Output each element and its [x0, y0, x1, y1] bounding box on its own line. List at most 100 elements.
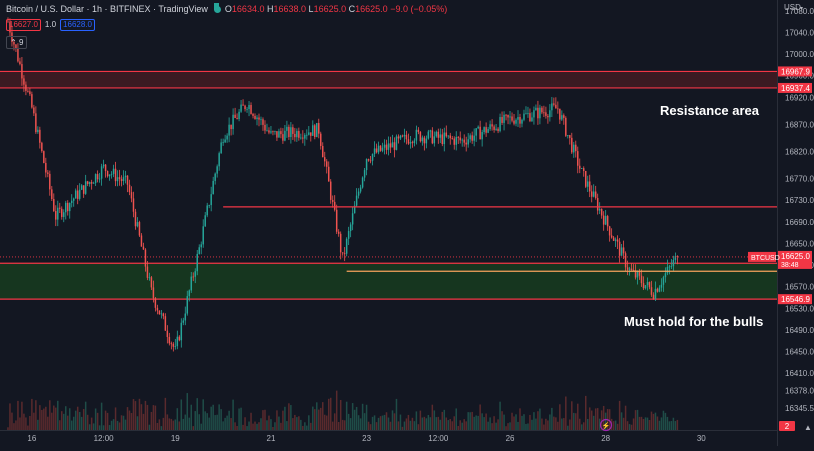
volume-bar	[447, 420, 450, 430]
volume-bar	[543, 424, 545, 430]
candle-body	[90, 182, 93, 184]
candle-body	[664, 273, 667, 278]
volume-bar	[634, 410, 637, 430]
volume-bar	[501, 411, 503, 430]
volume-bar	[638, 416, 641, 430]
candle-body	[632, 269, 635, 271]
candle-body	[369, 160, 372, 162]
currency-label[interactable]: USD	[784, 3, 801, 12]
candle-body	[11, 32, 13, 42]
volume-bar	[670, 421, 673, 430]
volume-bar	[92, 423, 95, 430]
volume-bar	[435, 417, 438, 430]
volume-bar	[403, 421, 406, 430]
candle-body	[630, 268, 633, 270]
volume-bar	[206, 413, 208, 430]
volume-bar	[517, 421, 519, 430]
candle-body	[511, 116, 513, 121]
candle-body	[144, 249, 147, 267]
ask-button[interactable]: 16628.0	[60, 19, 95, 31]
candle-body	[320, 133, 322, 146]
price-label: 16967.9	[781, 67, 810, 76]
volume-bar	[527, 423, 529, 430]
volume-bar	[521, 415, 523, 430]
candle-body	[92, 182, 95, 184]
volume-bar	[487, 421, 489, 430]
x-tick-label: 12:00	[94, 434, 115, 443]
candle-body	[124, 175, 127, 178]
candle-body	[674, 256, 677, 260]
volume-bar	[620, 412, 623, 430]
candle-body	[614, 239, 617, 241]
candle-body	[367, 159, 370, 161]
candle-body	[180, 322, 183, 341]
volume-bar	[49, 400, 51, 430]
alert-badge[interactable]	[779, 421, 795, 431]
volume-bar	[630, 424, 633, 430]
volume-bar	[102, 425, 105, 430]
candle-body	[425, 138, 428, 144]
bid-button[interactable]: 16627.0	[6, 19, 41, 31]
candle-body	[337, 231, 340, 234]
volume-bar	[234, 422, 236, 430]
volume-bar	[399, 414, 402, 430]
candle-body	[407, 139, 410, 144]
candle-body	[582, 168, 585, 171]
candle-body	[206, 205, 208, 216]
candle-body	[333, 201, 336, 210]
volume-bar	[668, 421, 671, 430]
candle-body	[393, 142, 396, 150]
candle-body	[214, 173, 216, 181]
volume-bar	[196, 398, 198, 430]
volume-bar	[120, 415, 123, 430]
candle-body	[666, 266, 669, 274]
symbol-title[interactable]: Bitcoin / U.S. Dollar · 1h · BITFINEX · …	[6, 4, 208, 14]
candle-body	[112, 168, 115, 174]
volume-bar	[290, 405, 292, 430]
currency-dropdown-icon[interactable]: ▾	[800, 6, 803, 12]
candle-body	[588, 181, 591, 192]
y-tick-label: 16690.0	[785, 218, 814, 227]
volume-bar	[31, 398, 33, 430]
candle-body	[230, 124, 232, 130]
x-tick-label: 30	[697, 434, 706, 443]
auto-scale-icon[interactable]: ▲	[804, 423, 812, 432]
volume-bar	[96, 412, 99, 430]
candle-body	[600, 208, 603, 216]
candle-body	[327, 166, 330, 182]
candle-body	[204, 215, 206, 227]
volume-bar	[565, 396, 567, 430]
volume-bar	[248, 421, 250, 430]
candle-body	[413, 140, 416, 144]
volume-bar	[419, 410, 422, 430]
flag-icon[interactable]	[214, 3, 219, 10]
candle-body	[53, 199, 55, 212]
chevron-up-icon: ⌃	[10, 38, 17, 47]
volume-bar	[310, 422, 312, 430]
candle-body	[553, 103, 555, 105]
volume-bar	[545, 418, 547, 430]
candle-body	[543, 112, 545, 114]
indicators-toggle-button[interactable]: ⌃ 9	[6, 36, 28, 49]
candle-body	[94, 174, 97, 183]
candle-body	[308, 132, 310, 135]
candle-body	[300, 137, 302, 139]
order-size[interactable]: 1.0	[44, 20, 57, 29]
candle-body	[290, 127, 292, 138]
candle-body	[106, 171, 109, 177]
candle-body	[612, 237, 615, 241]
volume-bar	[204, 411, 206, 430]
candle-body	[351, 213, 354, 225]
replay-icon[interactable]	[599, 418, 613, 432]
volume-bar	[200, 423, 202, 430]
support-zone[interactable]	[0, 263, 777, 300]
volume-bar	[112, 419, 115, 430]
resistance-zone[interactable]	[0, 71, 777, 88]
candle-body	[573, 144, 575, 153]
volume-bar	[47, 416, 49, 430]
volume-bar	[499, 401, 501, 430]
volume-bar	[286, 421, 288, 430]
volume-bar	[216, 414, 218, 430]
